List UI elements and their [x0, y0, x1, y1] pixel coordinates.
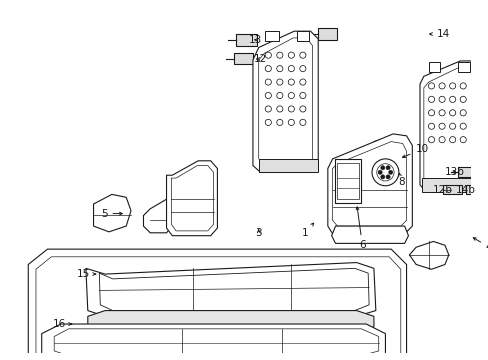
Polygon shape: [143, 199, 172, 233]
Polygon shape: [28, 249, 406, 360]
Circle shape: [377, 170, 382, 175]
Circle shape: [388, 170, 392, 175]
Text: 2: 2: [0, 359, 1, 360]
Circle shape: [371, 159, 398, 186]
Bar: [428, 62, 439, 72]
Polygon shape: [331, 226, 407, 243]
Polygon shape: [373, 138, 394, 157]
Circle shape: [385, 166, 389, 170]
Polygon shape: [171, 166, 213, 231]
Bar: [457, 167, 479, 177]
Text: 11: 11: [0, 359, 1, 360]
Polygon shape: [86, 262, 375, 316]
Bar: [235, 34, 256, 46]
Polygon shape: [166, 161, 217, 236]
Bar: [233, 53, 252, 64]
Polygon shape: [88, 311, 373, 332]
Polygon shape: [408, 242, 448, 269]
Bar: [318, 28, 337, 40]
Text: 6: 6: [355, 207, 365, 250]
Text: 13b: 13b: [444, 167, 464, 177]
Text: 10: 10: [402, 144, 427, 158]
Bar: [258, 159, 318, 172]
Text: 4: 4: [472, 238, 488, 252]
Polygon shape: [423, 68, 473, 184]
Bar: [334, 159, 361, 203]
Text: 17: 17: [0, 359, 1, 360]
Text: 3: 3: [255, 228, 262, 238]
Polygon shape: [93, 194, 131, 232]
Bar: [297, 31, 308, 41]
Text: 9: 9: [0, 359, 1, 360]
Bar: [265, 31, 278, 41]
Polygon shape: [41, 324, 385, 360]
Bar: [337, 163, 358, 199]
Polygon shape: [54, 329, 378, 356]
Polygon shape: [252, 31, 318, 172]
Bar: [457, 62, 469, 72]
Polygon shape: [99, 268, 368, 311]
Text: 8: 8: [398, 174, 404, 187]
Bar: [421, 178, 477, 192]
Circle shape: [385, 175, 389, 179]
Text: 12: 12: [253, 54, 267, 64]
Text: 15: 15: [76, 269, 96, 279]
Text: 5: 5: [101, 208, 122, 219]
Circle shape: [380, 166, 384, 170]
Text: 13: 13: [249, 35, 262, 45]
Text: 12b: 12b: [432, 185, 452, 195]
Text: 16: 16: [52, 319, 71, 329]
Circle shape: [376, 164, 393, 181]
Text: 14b: 14b: [455, 185, 475, 195]
Bar: [465, 185, 484, 194]
Circle shape: [380, 175, 384, 179]
Bar: [442, 185, 461, 194]
Polygon shape: [419, 61, 477, 192]
Text: 1: 1: [301, 223, 313, 238]
Polygon shape: [327, 134, 411, 234]
Text: 14: 14: [429, 29, 449, 39]
Text: 7: 7: [0, 359, 1, 360]
Polygon shape: [258, 38, 312, 165]
Polygon shape: [332, 141, 406, 226]
